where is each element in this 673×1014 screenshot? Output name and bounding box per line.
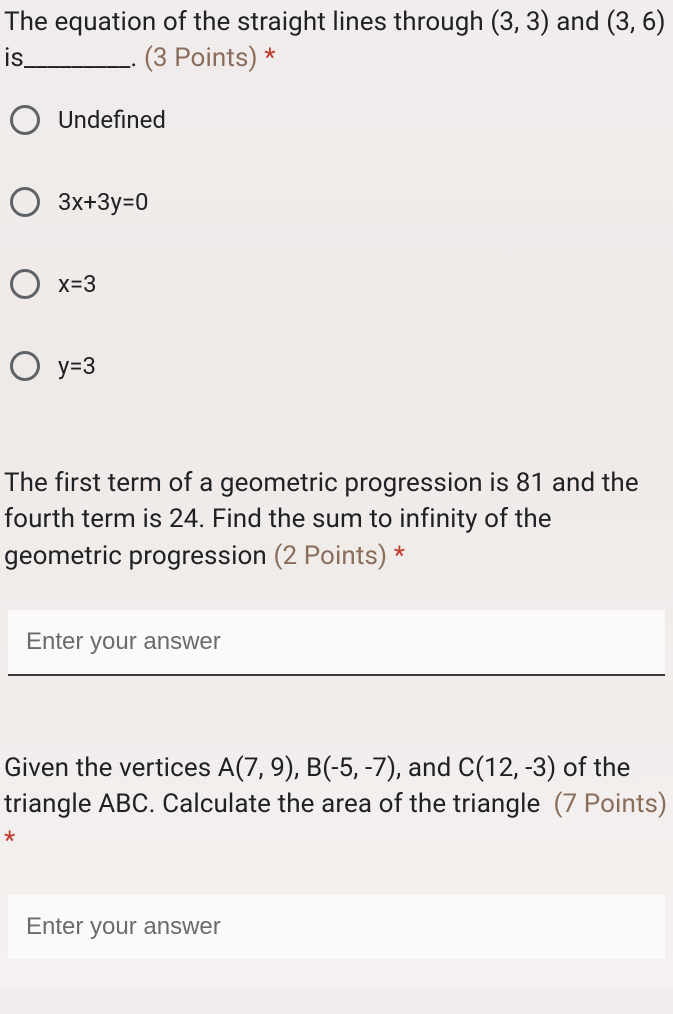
question-block-1: The equation of the straight lines throu… — [0, 0, 673, 381]
spacer — [0, 676, 673, 746]
radio-icon — [10, 105, 40, 135]
question-text: The first term of a geometric progressio… — [4, 461, 669, 582]
required-asterisk: * — [4, 826, 15, 856]
question-text: The equation of the straight lines throu… — [4, 0, 669, 85]
question-body: The equation of the straight lines throu… — [4, 7, 666, 73]
radio-option[interactable]: y=3 — [10, 351, 669, 381]
answer-input-container — [8, 895, 665, 959]
required-asterisk: * — [264, 43, 275, 73]
question-text: Given the vertices A(7, 9), B(-5, -7), a… — [4, 746, 669, 867]
question-body: Given the vertices A(7, 9), B(-5, -7), a… — [4, 753, 630, 819]
radio-option[interactable]: Undefined — [10, 105, 669, 135]
required-asterisk: * — [394, 541, 405, 571]
quiz-form: The equation of the straight lines throu… — [0, 0, 673, 989]
option-label: 3x+3y=0 — [58, 188, 149, 216]
answer-input[interactable] — [8, 895, 665, 959]
options-group: Undefined 3x+3y=0 x=3 y=3 — [4, 85, 669, 381]
radio-option[interactable]: x=3 — [10, 269, 669, 299]
option-label: y=3 — [58, 352, 96, 380]
points-label: (3 Points) — [144, 43, 258, 73]
answer-input[interactable] — [8, 610, 665, 674]
option-label: x=3 — [58, 270, 97, 298]
spacer — [0, 381, 673, 461]
question-block-3: Given the vertices A(7, 9), B(-5, -7), a… — [0, 746, 673, 959]
radio-icon — [10, 351, 40, 381]
points-label: (7 Points) — [554, 789, 668, 819]
radio-icon — [10, 187, 40, 217]
points-label: (2 Points) — [273, 541, 387, 571]
option-label: Undefined — [58, 106, 166, 134]
question-block-2: The first term of a geometric progressio… — [0, 461, 673, 676]
radio-option[interactable]: 3x+3y=0 — [10, 187, 669, 217]
answer-input-container — [8, 610, 665, 676]
radio-icon — [10, 269, 40, 299]
